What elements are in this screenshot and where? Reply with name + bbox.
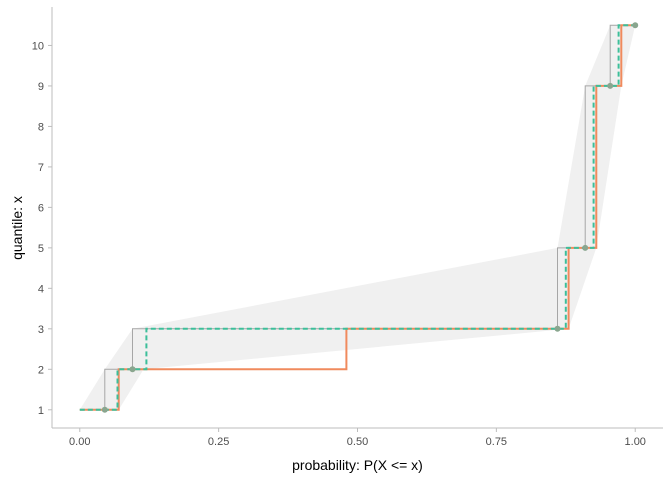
y-axis-title: quantile: x xyxy=(9,196,25,260)
x-tick-label: 1.00 xyxy=(625,436,646,448)
x-axis-title: probability: P(X <= x) xyxy=(292,457,423,473)
series-line-dashed xyxy=(79,24,636,411)
data-point xyxy=(101,406,108,413)
y-tick-label: 8 xyxy=(38,121,44,133)
y-tick-label: 10 xyxy=(32,40,44,52)
band-layer xyxy=(79,24,636,411)
series-line-solid xyxy=(79,24,636,411)
y-tick-label: 4 xyxy=(38,283,44,295)
data-point xyxy=(129,366,136,373)
x-tick-label: 0.00 xyxy=(69,436,90,448)
y-tick-label: 7 xyxy=(38,162,44,174)
x-tick-label: 0.75 xyxy=(486,436,507,448)
data-point xyxy=(582,244,589,251)
data-point xyxy=(554,325,561,332)
ticks-layer: 0.00 0.25 0.50 0.75 1.00 1 2 3 4 5 6 7 8 9 10 xyxy=(32,40,646,448)
data-point xyxy=(607,82,614,89)
uncertainty-band xyxy=(79,25,636,410)
x-tick-label: 0.25 xyxy=(208,436,229,448)
y-tick-label: 6 xyxy=(38,202,44,214)
series-layer xyxy=(79,24,636,411)
y-tick-label: 9 xyxy=(38,81,44,93)
y-tick-label: 1 xyxy=(38,405,44,417)
data-point xyxy=(632,22,639,29)
y-tick-label: 5 xyxy=(38,243,44,255)
x-tick-label: 0.50 xyxy=(347,436,368,448)
points-layer xyxy=(101,22,639,413)
y-tick-label: 2 xyxy=(38,364,44,376)
y-tick-label: 3 xyxy=(38,324,44,336)
step-outline-line xyxy=(79,24,636,411)
